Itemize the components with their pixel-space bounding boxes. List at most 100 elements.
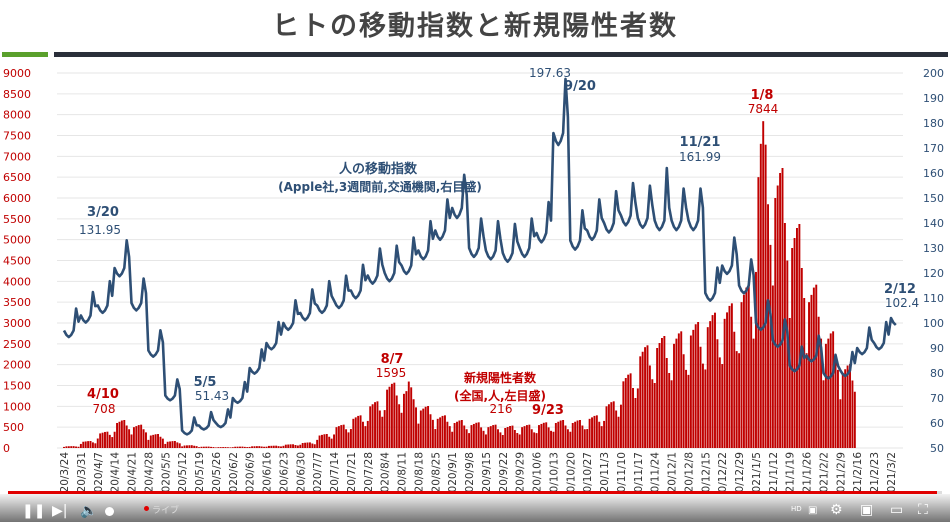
subtitles-icon[interactable]: ▣: [808, 505, 818, 516]
cases-bar: [390, 383, 393, 448]
theater-icon[interactable]: ▭: [890, 502, 904, 518]
cases-bar: [130, 434, 133, 448]
cases-bar: [456, 421, 458, 448]
miniplayer-icon[interactable]: ▣: [860, 502, 874, 518]
right-tick-label: 50: [930, 442, 944, 455]
cases-bar: [272, 445, 275, 448]
cases-bar: [164, 443, 167, 448]
cases-bar: [663, 336, 666, 448]
cases-bar: [612, 401, 615, 448]
x-tick-label: 2021/2/9: [835, 452, 847, 492]
cases-bar: [321, 434, 323, 448]
right-tick-label: 140: [923, 217, 944, 230]
cases-bar: [750, 316, 753, 448]
cases-bar: [265, 446, 268, 448]
left-tick-label: 8000: [3, 109, 31, 122]
next-icon[interactable]: ▶|: [52, 503, 68, 519]
cases-bar: [188, 445, 191, 448]
cases-bar: [632, 388, 634, 448]
fullscreen-icon[interactable]: ⛶: [918, 502, 928, 518]
cases-bar: [682, 354, 685, 448]
cases-bar: [540, 423, 543, 448]
cases-bar: [342, 424, 345, 448]
volume-icon[interactable]: 🔈: [80, 503, 98, 519]
pause-icon[interactable]: ❚❚: [22, 503, 46, 519]
cases-bar: [412, 399, 415, 448]
cases-bar: [588, 418, 591, 448]
cases-bar: [306, 442, 309, 448]
cases-bar: [366, 420, 369, 448]
cases-bar: [591, 417, 593, 448]
cases-bar: [106, 431, 109, 448]
cases-bar: [443, 415, 446, 448]
cases-bar: [239, 446, 241, 448]
settings-icon[interactable]: ⚙: [830, 502, 843, 518]
cases-bar: [364, 426, 367, 448]
cases-bar: [243, 446, 246, 448]
cases-bar: [810, 294, 813, 448]
cases-bar: [629, 373, 632, 448]
cases-bar: [533, 432, 536, 448]
cases-bar: [774, 198, 777, 448]
cases-bar: [680, 331, 683, 448]
cases-bar: [557, 421, 560, 448]
cases-bar: [796, 228, 798, 448]
x-tick-label: 2020/5/26: [211, 452, 223, 492]
cases-bar: [530, 429, 533, 448]
cases-bar: [812, 287, 815, 448]
x-tick-label: 2020/12/15: [700, 452, 712, 492]
cases-bar: [636, 388, 639, 448]
cases-bar: [362, 421, 364, 448]
cases-bar: [634, 398, 637, 448]
chart-svg: 0 500 1000 1500 2000 2500 3000 3500 4000 4500 5000…: [3, 66, 944, 492]
page-title: ヒトの移動指数と新規陽性者数: [272, 11, 678, 42]
volume-slider[interactable]: [105, 507, 114, 516]
cases-bar: [63, 446, 65, 448]
cases-bar: [193, 445, 196, 448]
cases-bar: [627, 374, 630, 448]
x-tick-label: 2020/12/22: [717, 452, 729, 492]
cases-bar: [395, 395, 398, 448]
cases-bar: [728, 305, 731, 448]
cases-bar: [576, 420, 579, 448]
cases-bar: [87, 441, 90, 448]
cases-bar: [487, 427, 490, 448]
x-tick-label: 2020/5/12: [177, 452, 189, 492]
cases-bar: [480, 427, 483, 448]
cases-bar: [805, 353, 808, 448]
left-tick-label: 0: [3, 442, 10, 455]
accent-bar: [2, 52, 48, 57]
cases-bar: [407, 381, 410, 448]
cases-bar: [308, 442, 311, 448]
live-label[interactable]: ライブ: [152, 506, 180, 516]
cases-bar: [569, 431, 572, 448]
cases-bar: [755, 271, 757, 448]
cases-bar: [376, 401, 379, 448]
x-tick-label: 2020/8/25: [430, 452, 442, 492]
left-tick-label: 5000: [3, 234, 31, 247]
cases-bar: [357, 415, 360, 448]
cases-bar: [224, 447, 227, 448]
cases-bar: [844, 369, 847, 448]
cases-bar: [593, 415, 596, 448]
cases-bar: [685, 369, 688, 448]
cases-bar: [282, 445, 285, 448]
cases-bar: [154, 434, 157, 448]
cases-bar: [296, 445, 299, 448]
cases-bar: [735, 351, 738, 448]
cases-bar: [494, 424, 497, 448]
annot-c-0923-val: 216: [490, 402, 513, 416]
cases-bar: [316, 439, 319, 448]
x-tick-label: 2021/3/2: [886, 452, 898, 492]
cases-bar: [458, 420, 461, 448]
cases-bar: [429, 414, 432, 448]
cases-bar: [337, 426, 340, 448]
cases-bar: [617, 416, 620, 448]
x-tick-label: 2020/6/2: [228, 452, 240, 492]
cases-bar: [504, 428, 507, 448]
cases-bar: [104, 431, 106, 448]
cases-bar: [173, 441, 176, 448]
cases-bar: [304, 442, 307, 448]
left-axis-ticks: 0 500 1000 1500 2000 2500 3000 3500 4000 4500 5000…: [3, 67, 31, 455]
x-tick-label: 2020/4/21: [127, 452, 139, 492]
